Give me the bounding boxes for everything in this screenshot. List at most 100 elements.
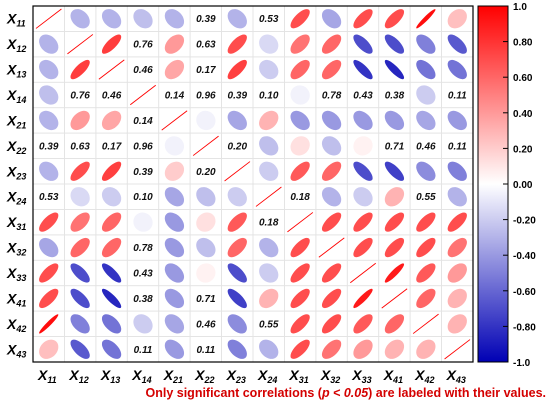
correlation-ellipse xyxy=(353,9,373,29)
correlation-ellipse xyxy=(101,9,122,29)
correlation-ellipse xyxy=(259,161,279,181)
diagonal-line xyxy=(444,339,471,360)
correlation-ellipse xyxy=(133,9,153,29)
row-label: X13 xyxy=(6,62,26,80)
correlation-ellipse xyxy=(70,339,90,359)
correlation-ellipse xyxy=(39,85,59,105)
correlation-ellipse xyxy=(321,59,342,80)
correlation-ellipse xyxy=(227,110,247,131)
correlation-ellipse xyxy=(227,9,247,29)
value-label: 0.53 xyxy=(259,14,279,25)
note-prefix: Only significant correlations ( xyxy=(145,386,322,400)
row-label: X23 xyxy=(6,163,26,181)
correlation-ellipse xyxy=(321,110,342,131)
value-label: 0.14 xyxy=(165,91,185,102)
row-label: X24 xyxy=(6,189,26,207)
value-label: 0.39 xyxy=(39,141,59,152)
diagonal-line xyxy=(287,212,314,233)
correlation-ellipse xyxy=(101,187,122,207)
correlation-ellipse xyxy=(70,59,90,80)
correlation-ellipse xyxy=(39,237,59,258)
note-threshold: < 0.05 xyxy=(329,386,369,400)
correlation-ellipse xyxy=(101,314,122,334)
value-label: 0.39 xyxy=(133,167,153,178)
correlation-ellipse xyxy=(353,314,373,334)
correlation-ellipse xyxy=(353,288,373,309)
diagonal-line xyxy=(161,110,188,131)
correlation-ellipse xyxy=(196,187,216,207)
value-label: 0.18 xyxy=(290,192,310,203)
correlation-ellipse xyxy=(384,339,405,359)
value-label: 0.43 xyxy=(353,91,373,102)
correlation-ellipse xyxy=(39,288,59,309)
diagonal-line xyxy=(224,161,251,182)
correlation-ellipse xyxy=(133,314,153,334)
correlation-ellipse xyxy=(290,314,310,334)
correlation-ellipse xyxy=(164,136,185,156)
correlation-ellipse xyxy=(321,34,342,54)
value-label: 0.78 xyxy=(322,91,342,102)
correlation-ellipse xyxy=(290,288,310,309)
correlation-ellipse xyxy=(321,187,342,207)
correlation-ellipse xyxy=(70,9,90,29)
correlation-ellipse xyxy=(164,339,185,359)
colorbar-tick-label: -0.80 xyxy=(513,322,536,333)
column-label: X31 xyxy=(288,367,308,385)
value-label: 0.76 xyxy=(70,91,90,102)
correlation-ellipse xyxy=(164,9,185,29)
value-label: 0.17 xyxy=(196,65,216,76)
correlation-ellipse xyxy=(259,136,279,156)
value-label: 0.18 xyxy=(259,218,279,229)
value-label: 0.38 xyxy=(133,294,153,305)
correlation-ellipse xyxy=(227,212,247,232)
column-label: X13 xyxy=(100,367,120,385)
correlation-ellipse xyxy=(70,161,90,181)
correlation-ellipse xyxy=(196,237,216,258)
correlation-ellipse xyxy=(321,9,342,29)
value-label: 0.11 xyxy=(134,345,153,356)
row-label: X12 xyxy=(6,36,26,54)
correlation-ellipse xyxy=(384,237,405,258)
column-label: X42 xyxy=(414,367,434,385)
value-label: 0.38 xyxy=(385,91,405,102)
correlation-ellipse xyxy=(259,263,279,283)
correlation-ellipse xyxy=(353,339,373,359)
correlation-ellipse xyxy=(39,34,59,54)
value-label: 0.11 xyxy=(448,91,467,102)
diagonal-line xyxy=(350,262,376,284)
correlation-ellipse xyxy=(447,110,467,131)
correlation-ellipse xyxy=(164,161,185,181)
row-label: X31 xyxy=(6,214,26,232)
diagonal-line xyxy=(192,135,219,156)
correlation-ellipse xyxy=(353,161,373,181)
plot-border xyxy=(32,5,474,363)
correlation-ellipse xyxy=(259,34,279,54)
colorbar-tick-label: -0.20 xyxy=(513,216,536,227)
correlation-ellipse xyxy=(384,187,405,207)
row-label: X41 xyxy=(6,290,26,308)
correlation-ellipse xyxy=(384,34,405,54)
correlation-ellipse xyxy=(416,212,436,232)
correlation-ellipse xyxy=(259,288,279,309)
column-label: X33 xyxy=(351,367,371,385)
correlation-ellipse xyxy=(447,288,467,309)
correlation-ellipse xyxy=(416,339,436,359)
correlation-ellipse xyxy=(321,136,342,156)
correlation-ellipse xyxy=(447,237,467,258)
correlation-ellipse xyxy=(384,212,405,232)
value-label: 0.46 xyxy=(196,319,216,330)
correlation-ellipse xyxy=(39,212,59,232)
correlation-ellipse xyxy=(70,212,90,232)
correlation-ellipse xyxy=(196,110,216,131)
note-suffix: ) are labeled with their values. xyxy=(368,386,546,400)
value-label: 0.55 xyxy=(259,319,279,330)
correlation-ellipse xyxy=(70,288,90,309)
row-label: X42 xyxy=(6,316,26,334)
correlation-ellipse xyxy=(227,237,247,258)
value-label: 0.46 xyxy=(416,141,436,152)
correlation-ellipse xyxy=(321,314,342,334)
correlation-ellipse xyxy=(447,187,467,207)
column-label: X32 xyxy=(320,367,340,385)
correlation-ellipse xyxy=(416,59,436,80)
correlation-ellipse xyxy=(164,288,185,309)
